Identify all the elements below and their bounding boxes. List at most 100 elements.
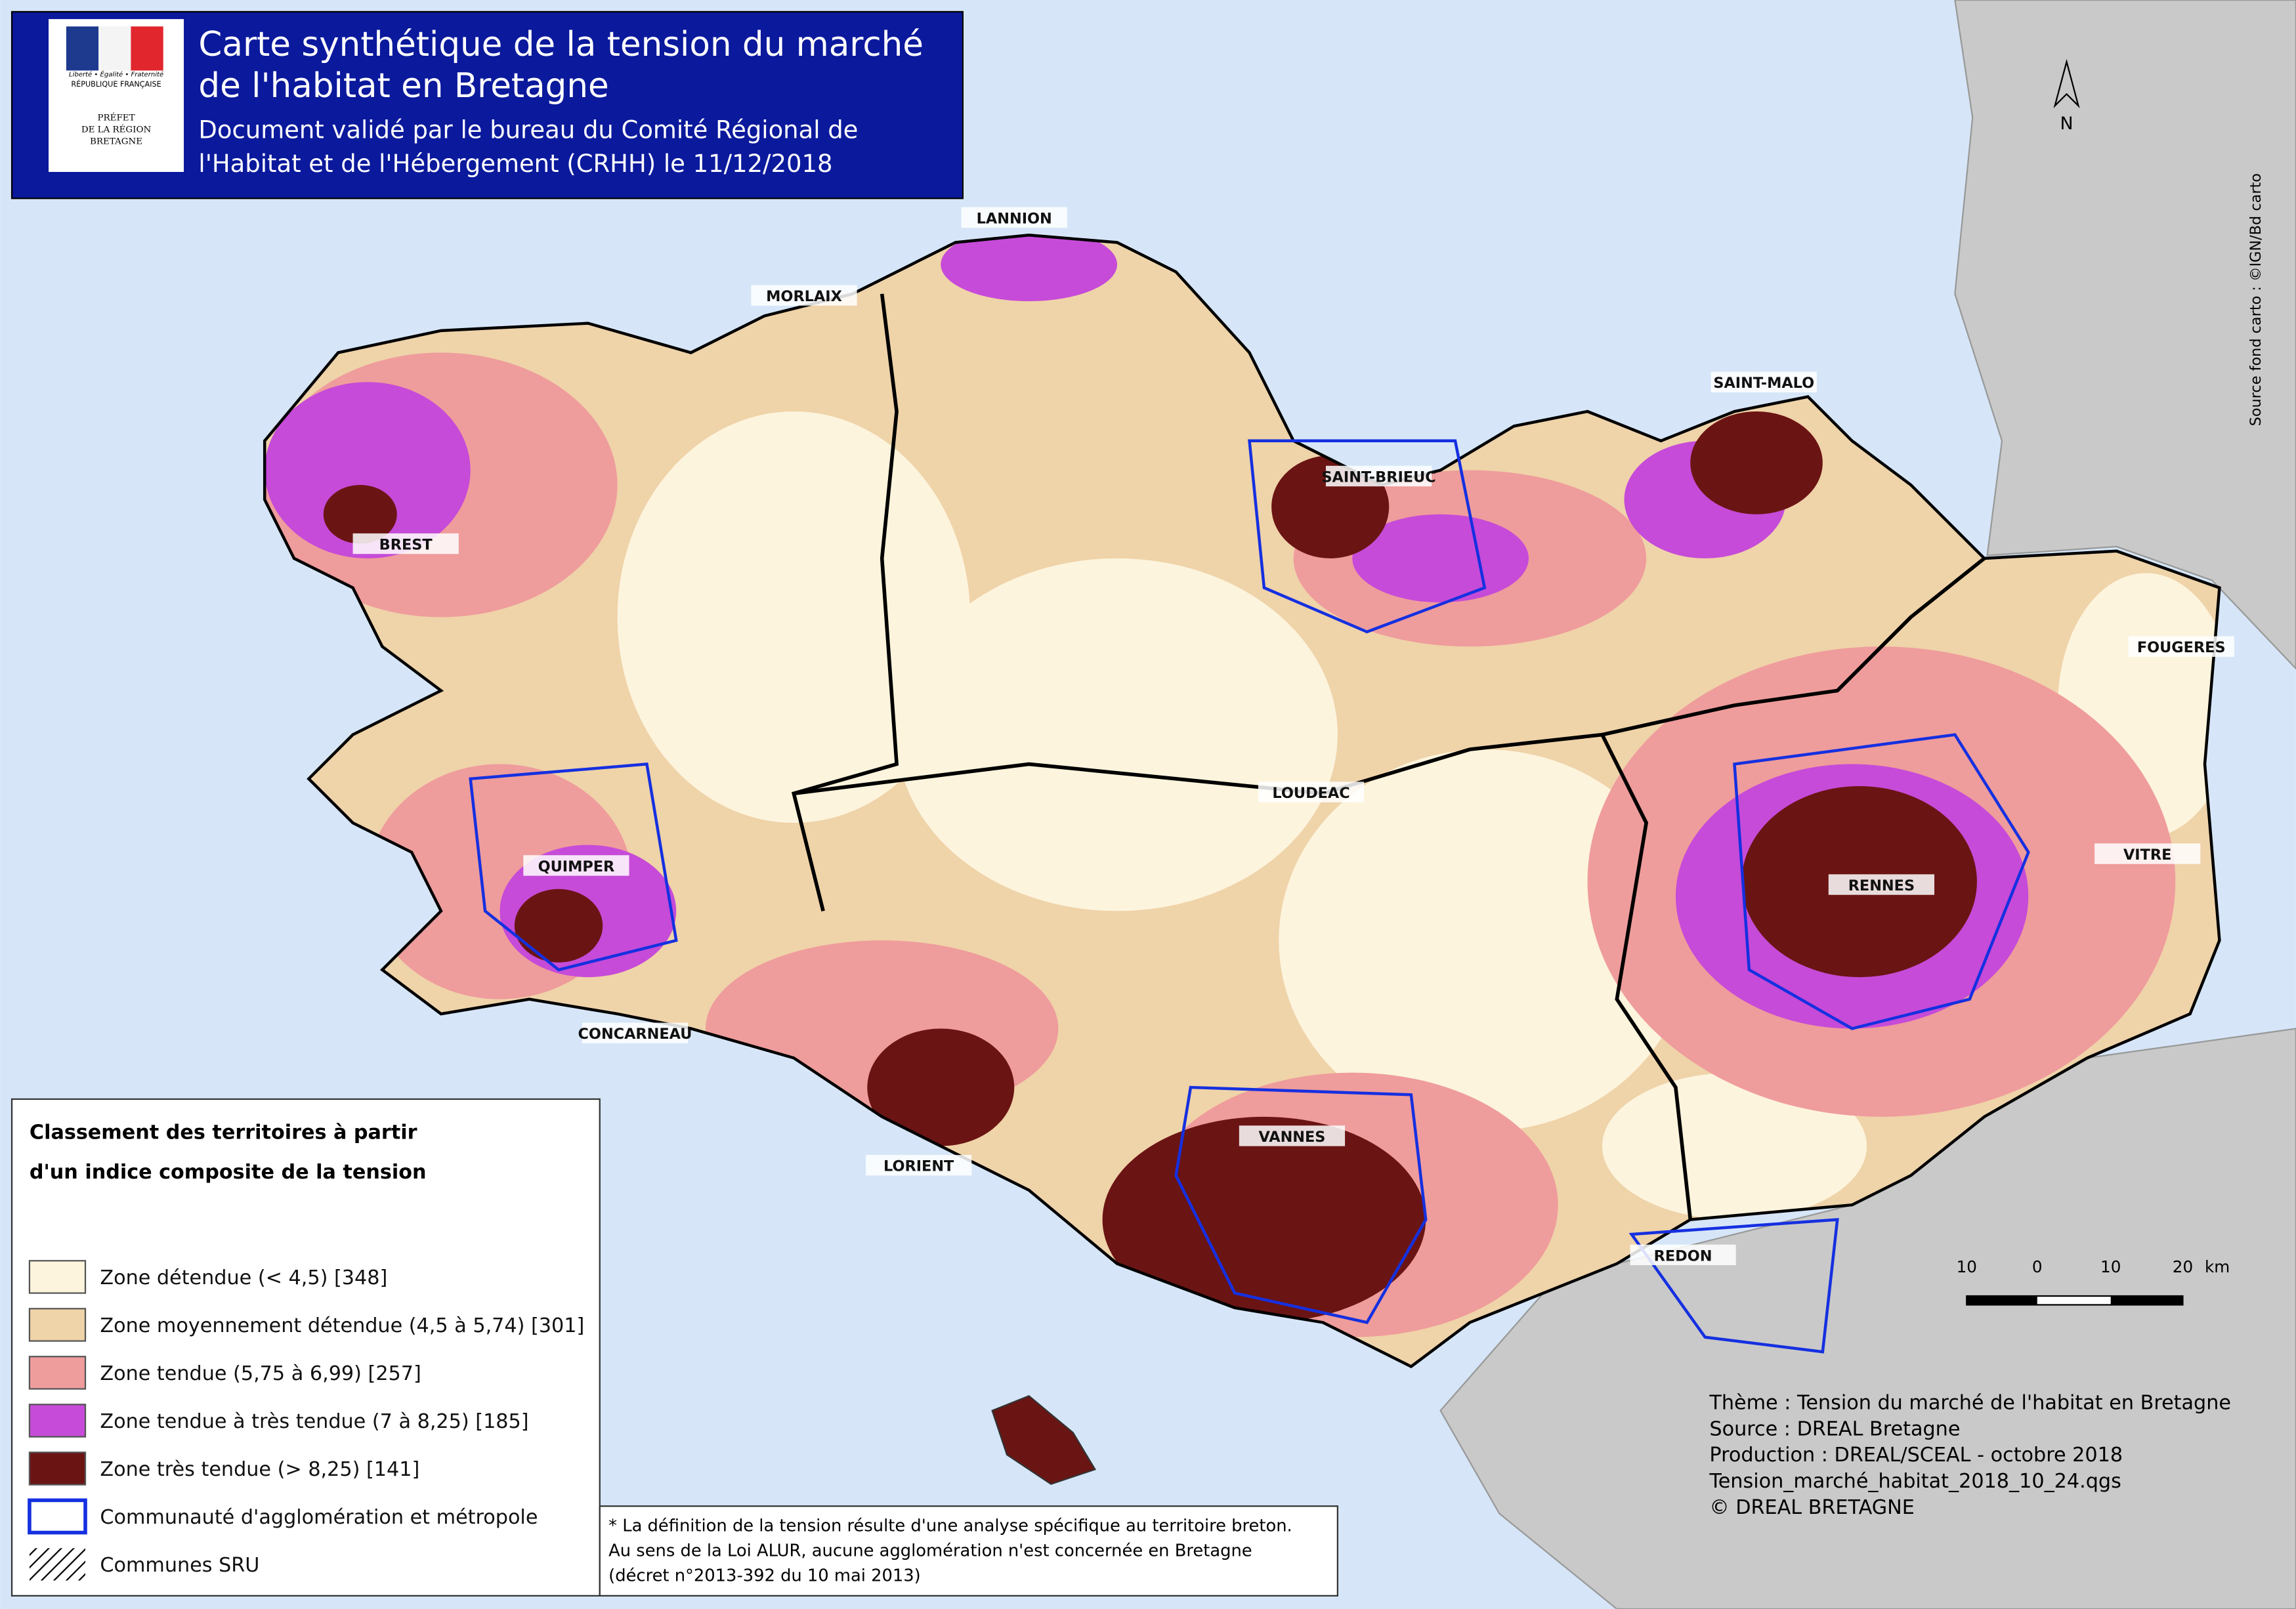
place-label: REDON: [1654, 1247, 1712, 1264]
place-label: SAINT-MALO: [1713, 375, 1814, 392]
place-label: FOUGERES: [2137, 639, 2226, 656]
zone-detendue: [1279, 749, 1691, 1132]
footnote-box: [599, 1505, 1338, 1597]
legend-swatch: [29, 1548, 86, 1581]
zone-detendue: [617, 411, 971, 823]
title: Carte synthétique de la tension du march…: [198, 25, 924, 178]
place-label-bg: [1325, 465, 1432, 487]
place-label-bg: [1711, 371, 1817, 392]
scale-unit: km: [2205, 1257, 2230, 1276]
scale-label: 10: [1957, 1257, 1977, 1276]
credits: Thème : Tension du marché de l'habitat e…: [1709, 1391, 2231, 1518]
place-label-bg: [582, 1022, 689, 1043]
place-label: VANNES: [1258, 1129, 1325, 1146]
place-label: LANNION: [977, 210, 1052, 227]
place-label-bg: [523, 855, 629, 876]
logo-country: RÉPUBLIQUE FRANÇAISE: [71, 80, 161, 89]
zone-detendue: [897, 558, 1338, 911]
scale-label: 10: [2100, 1257, 2121, 1276]
legend-label: Zone tendue (5,75 à 6,99) [257]: [100, 1362, 421, 1385]
logo-prefet-line: BRETAGNE: [90, 136, 142, 146]
place-label-bg: [352, 533, 459, 554]
legend-swatch: [28, 1498, 87, 1535]
legend-swatch: [28, 1356, 87, 1390]
zone-tres-tendue: [323, 484, 397, 544]
zone-detendue: [1602, 1072, 1867, 1220]
place-label: RENNES: [1848, 877, 1915, 894]
legend-label: Zone tendue à très tendue (7 à 8,25) [18…: [100, 1410, 528, 1433]
place-label: BREST: [379, 536, 433, 553]
legend: Classement des territoires à partir d'un …: [28, 1121, 584, 1581]
place-label: SAINT-BRIEUC: [1321, 469, 1435, 486]
credit-line: Source : DREAL Bretagne: [1709, 1417, 1960, 1440]
legend-label: Zone très tendue (> 8,25) [141]: [100, 1458, 419, 1481]
legend-label: Communes SRU: [100, 1554, 259, 1577]
zone-tres-tendue: [1690, 411, 1823, 514]
zone-tres-tendue-partielle: [941, 235, 1117, 302]
zone-tres-tendue: [1102, 1116, 1426, 1323]
logo-motto: Liberté • Égalité • Fraternité: [69, 70, 163, 78]
place-label-bg: [751, 285, 857, 306]
credit-line: © DREAL BRETAGNE: [1709, 1496, 1915, 1519]
places: LANNION MORLAIX SAINT-MALO SAINT-BRIEUC BRES…: [352, 207, 2234, 1266]
title-line: Carte synthétique de la tension du march…: [198, 25, 924, 64]
scale-bar: 10 0 10 20 km: [1957, 1257, 2230, 1306]
place-label-bg: [866, 1155, 972, 1176]
source-fond: Source fond carto : ©IGN/Bd carto: [2247, 173, 2264, 426]
place-label-bg: [961, 207, 1067, 228]
credit-line: Production : DREAL/SCEAL - octobre 2018: [1709, 1444, 2123, 1467]
legend-swatch: [28, 1452, 87, 1486]
agglo-outline: [1248, 439, 1487, 634]
place-label: LOUDEAC: [1272, 785, 1350, 802]
place-label: CONCARNEAU: [578, 1026, 692, 1043]
legend-swatch: [28, 1308, 87, 1342]
logo-prefet-line: DE LA RÉGION: [81, 125, 152, 135]
scale-bar-segment: [2110, 1296, 2183, 1305]
place-label-bg: [1630, 1244, 1736, 1266]
belle-ile: [991, 1395, 1097, 1485]
place-label: VITRE: [2123, 846, 2171, 864]
legend-title: Classement des territoires à partir: [30, 1121, 417, 1144]
legend-label: Zone moyennement détendue (4,5 à 5,74) […: [100, 1314, 584, 1337]
north-arrow: [2053, 58, 2080, 108]
agglo-outline: [1628, 1218, 1839, 1354]
legend-swatch: [28, 1404, 87, 1438]
scale-label: 0: [2032, 1257, 2043, 1276]
zone-tres-tendue: [514, 888, 603, 963]
place-label-bg: [2128, 636, 2234, 657]
place-label-bg: [1239, 1125, 1346, 1146]
agglo-outline: [1174, 1085, 1428, 1324]
place-label-bg: [1258, 782, 1365, 803]
legend-label: Zone détendue (< 4,5) [348]: [100, 1266, 387, 1289]
place-label: QUIMPER: [538, 858, 615, 875]
flag-blue: [66, 26, 99, 71]
agglo-outline: [1733, 733, 2030, 1030]
credit-line: Tension_marché_habitat_2018_10_24.qgs: [1709, 1470, 2121, 1493]
legend-label: Communauté d'agglomération et métropole: [100, 1506, 538, 1529]
logo-prefet-line: PRÉFET: [98, 113, 135, 123]
place-label-bg: [2094, 843, 2201, 864]
subtitle-line: l'Habitat et de l'Hébergement (CRHH) le …: [198, 150, 832, 178]
place-label: MORLAIX: [766, 288, 842, 305]
place-label-bg: [1828, 874, 1935, 895]
footnote-line: (décret n°2013-392 du 10 mai 2013): [608, 1566, 920, 1585]
legend-title: d'un indice composite de la tension: [30, 1161, 427, 1184]
footnote-line: * La définition de la tension résulte d'…: [608, 1516, 1292, 1536]
title-line: de l'habitat en Bretagne: [198, 66, 608, 106]
legend-swatch: [28, 1260, 87, 1294]
scale-label: 20: [2173, 1257, 2193, 1276]
place-label: LORIENT: [883, 1158, 954, 1175]
legend-box: [11, 1098, 601, 1597]
credit-line: Thème : Tension du marché de l'habitat e…: [1709, 1391, 2231, 1414]
agglo-outline: [469, 763, 678, 972]
scale-bar-segment: [1966, 1296, 2037, 1305]
department-border: [791, 293, 899, 912]
flag-white: [98, 26, 131, 71]
footnote: * La définition de la tension résulte d'…: [608, 1516, 1292, 1585]
zone-tres-tendue-partielle: [265, 382, 471, 558]
zone-tres-tendue: [867, 1028, 1015, 1146]
flag-red: [131, 26, 163, 71]
subtitle-line: Document validé par le bureau du Comité …: [198, 115, 858, 144]
